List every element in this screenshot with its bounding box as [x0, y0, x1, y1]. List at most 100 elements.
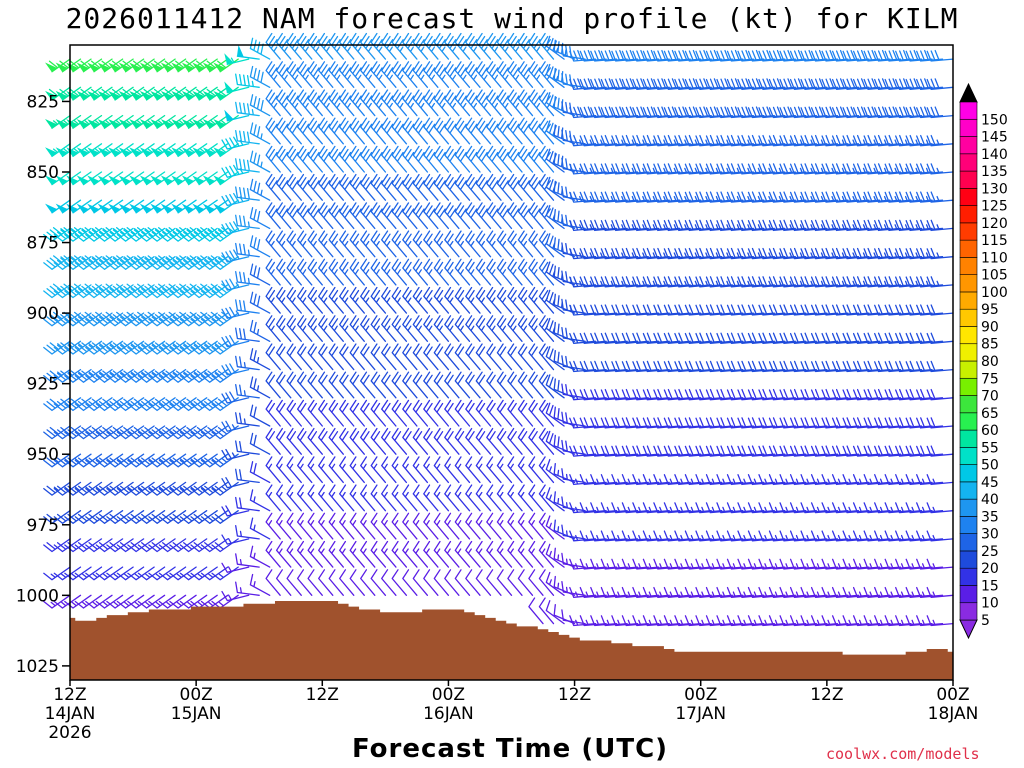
y-tick-label: 950 [27, 445, 59, 465]
wind-barb [884, 388, 912, 401]
wind-barb [579, 474, 607, 486]
wind-barb [360, 89, 376, 117]
wind-barb [444, 371, 460, 399]
wind-barb [211, 283, 239, 299]
wind-barb [286, 456, 302, 484]
wind-barb [381, 484, 397, 512]
wind-barb [779, 474, 807, 486]
wind-barb-pennant [55, 119, 69, 129]
wind-barb [768, 474, 796, 486]
wind-barb [663, 247, 691, 260]
wind-barb [905, 219, 933, 232]
wind-barb [275, 258, 292, 286]
wind-barb [905, 586, 933, 598]
wind-barb [726, 417, 754, 429]
credit-link[interactable]: coolwx.com/models [826, 745, 980, 763]
wind-barb [158, 566, 187, 581]
colorbar-swatch [959, 170, 978, 189]
wind-barb [496, 427, 513, 455]
wind-barb [726, 530, 754, 542]
wind-barb [895, 530, 923, 542]
wind-barb [874, 388, 902, 401]
wind-barb [758, 474, 786, 486]
wind-barb [211, 510, 239, 524]
wind-barb [265, 484, 281, 512]
wind-barb [621, 360, 649, 373]
wind-barb [444, 315, 460, 342]
wind-barb [286, 61, 302, 88]
wind-barb [642, 586, 670, 598]
wind-barb [895, 615, 923, 627]
wind-barb [545, 148, 565, 173]
wind-barb [779, 332, 807, 344]
wind-barb [507, 258, 523, 286]
wind-barb-pennant [160, 175, 174, 186]
wind-barb [307, 427, 323, 455]
wind-barb [423, 315, 439, 342]
wind-barb [916, 78, 944, 90]
wind-barb [286, 569, 302, 596]
wind-barb [705, 586, 733, 598]
wind-barb [265, 343, 281, 371]
wind-barb [768, 134, 796, 147]
wind-barb [916, 276, 944, 288]
wind-barb [779, 558, 807, 570]
wind-barb [433, 512, 450, 540]
wind-barb [768, 530, 796, 542]
wind-barb [810, 388, 839, 401]
wind-barb [528, 173, 544, 201]
wind-barb [737, 219, 765, 232]
wind-barb [561, 496, 586, 512]
wind-barb [779, 615, 807, 627]
wind-barb [695, 304, 723, 316]
wind-barb [695, 586, 723, 598]
wind-barb [286, 484, 302, 512]
wind-barb [423, 230, 439, 258]
wind-barb-pennant [160, 147, 174, 157]
wind-barb [507, 202, 523, 230]
wind-barb [444, 32, 460, 60]
colorbar-label: 135 [981, 164, 1008, 180]
wind-barb [569, 474, 597, 486]
wind-barb [249, 291, 271, 314]
wind-barb [831, 530, 860, 542]
wind-barb [663, 360, 691, 373]
wind-barb [433, 286, 450, 314]
wind-barb [553, 321, 576, 342]
wind-barb-pennant [213, 90, 226, 101]
y-tick-label: 1000 [16, 586, 59, 606]
wind-barb [821, 586, 849, 598]
wind-barb [590, 276, 618, 288]
wind-barb [475, 512, 492, 540]
wind-barb [590, 106, 618, 119]
wind-barb [884, 191, 912, 203]
wind-barb [561, 326, 586, 342]
colorbar-swatch [959, 395, 978, 414]
wind-barb [561, 439, 586, 455]
wind-barb [275, 315, 292, 342]
wind-barb [538, 569, 555, 596]
wind-barb-pennant [224, 53, 234, 65]
wind-barb [716, 474, 744, 486]
wind-barb [579, 332, 607, 344]
wind-barb [831, 417, 860, 429]
wind-barb [611, 191, 639, 203]
wind-barb [211, 340, 239, 355]
wind-barb [747, 163, 775, 175]
wind-barb [779, 247, 807, 260]
wind-barb [444, 512, 460, 540]
wind-barb [590, 219, 618, 232]
wind-barb [275, 540, 292, 568]
wind-barb [842, 502, 870, 514]
wind-barb [137, 594, 166, 609]
wind-barb [465, 286, 481, 314]
wind-barb [852, 502, 881, 514]
wind-barb [85, 594, 113, 609]
wind-barb [221, 420, 250, 432]
wind-barb [674, 276, 702, 288]
wind-barb [307, 484, 323, 512]
wind-barb [842, 106, 870, 119]
wind-barb [454, 89, 471, 117]
wind-barb [528, 258, 544, 286]
